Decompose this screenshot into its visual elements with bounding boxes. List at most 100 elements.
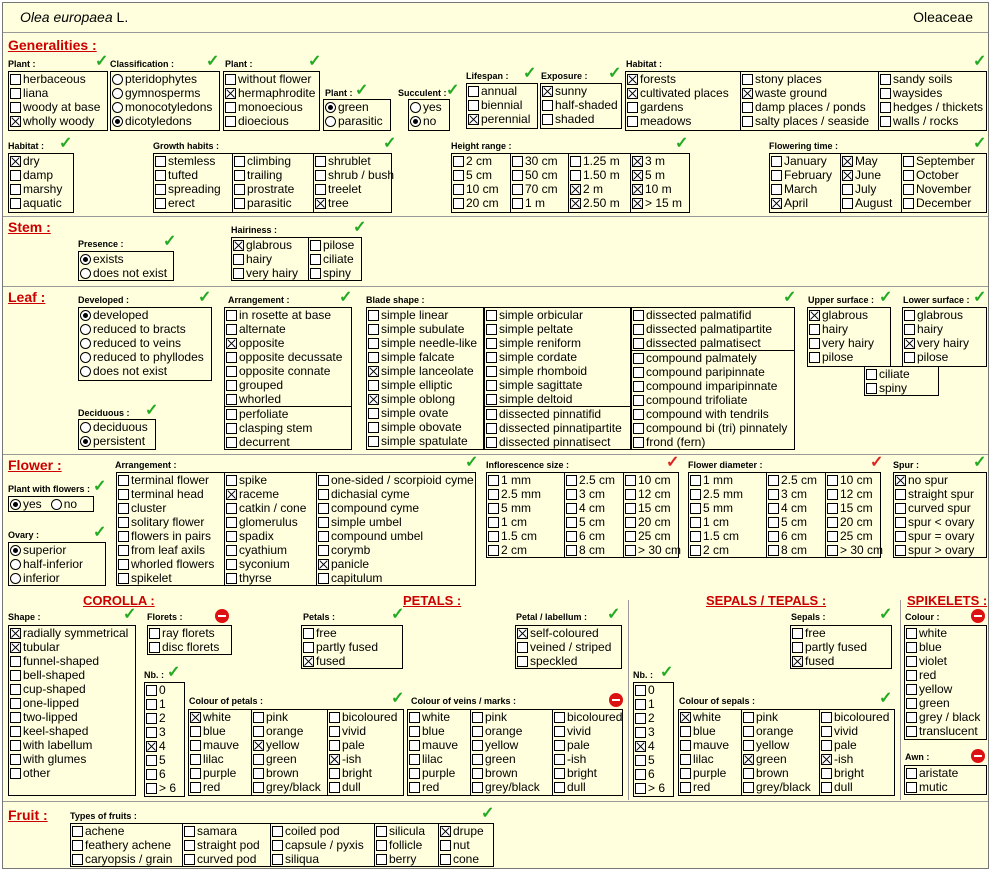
checkbox[interactable]: [10, 712, 21, 723]
option-dull[interactable]: dull: [553, 780, 628, 794]
checkbox[interactable]: [318, 517, 329, 528]
checkbox[interactable]: [315, 170, 326, 181]
option-compound-imparipinnate[interactable]: compound imparipinnate: [632, 379, 794, 393]
radio-button[interactable]: [80, 422, 91, 433]
option-sunny[interactable]: sunny: [541, 84, 621, 98]
option-corymb[interactable]: corymb: [317, 543, 477, 557]
option-compound-trifoliate[interactable]: compound trifoliate: [632, 393, 794, 407]
checkbox[interactable]: [329, 726, 340, 737]
option-ray-florets[interactable]: ray florets: [148, 626, 231, 640]
option-green[interactable]: green: [324, 100, 390, 114]
option-perfoliate[interactable]: perfoliate: [225, 407, 351, 421]
checkbox[interactable]: [627, 116, 638, 127]
radio-button[interactable]: [112, 74, 123, 85]
checkbox[interactable]: [440, 840, 451, 851]
option-june[interactable]: June: [841, 168, 901, 182]
checkbox[interactable]: [906, 670, 917, 681]
checkbox[interactable]: [512, 198, 523, 209]
checkbox[interactable]: [155, 184, 166, 195]
option-thyrse[interactable]: thyrse: [225, 571, 316, 585]
checkbox[interactable]: [310, 240, 321, 251]
option-mauve[interactable]: mauve: [408, 738, 470, 752]
checkbox[interactable]: [632, 170, 643, 181]
option-violet[interactable]: violet: [905, 654, 986, 668]
option-pink[interactable]: pink: [471, 710, 552, 724]
checkbox[interactable]: [827, 517, 838, 528]
option-salty-places-seaside[interactable]: salty places / seaside: [741, 114, 878, 128]
checkbox[interactable]: [488, 517, 499, 528]
checkbox[interactable]: [318, 475, 329, 486]
checkbox[interactable]: [234, 170, 245, 181]
radio-button[interactable]: [10, 559, 21, 570]
checkbox[interactable]: [771, 156, 782, 167]
checkbox[interactable]: [329, 754, 340, 765]
checkbox[interactable]: [146, 713, 157, 724]
option-1-mm[interactable]: 1 mm: [689, 473, 766, 487]
option-3-cm[interactable]: 3 cm: [565, 487, 623, 501]
option-monoecious[interactable]: monoecious: [224, 100, 319, 114]
option-does-not-exist[interactable]: does not exist: [79, 266, 173, 280]
option-deciduous[interactable]: deciduous: [79, 420, 155, 434]
option-december[interactable]: December: [902, 196, 988, 210]
option-compound-paripinnate[interactable]: compound paripinnate: [632, 365, 794, 379]
option-6-cm[interactable]: 6 cm: [767, 529, 825, 543]
checkbox[interactable]: [409, 726, 420, 737]
option-blue[interactable]: blue: [189, 724, 251, 738]
checkbox[interactable]: [10, 684, 21, 695]
option-grouped[interactable]: grouped: [225, 378, 351, 392]
option-simple-needle-like[interactable]: simple needle-like: [367, 336, 483, 350]
option-cup-shaped[interactable]: cup-shaped: [9, 682, 135, 696]
checkbox[interactable]: [272, 854, 283, 865]
option-2-cm[interactable]: 2 cm: [452, 154, 510, 168]
option-spike[interactable]: spike: [225, 473, 316, 487]
checkbox[interactable]: [72, 826, 83, 837]
radio-button[interactable]: [10, 499, 21, 510]
checkbox[interactable]: [146, 741, 157, 752]
checkbox[interactable]: [253, 726, 264, 737]
option-2-5-cm[interactable]: 2.5 cm: [565, 473, 623, 487]
option-red[interactable]: red: [408, 780, 470, 794]
checkbox[interactable]: [118, 573, 129, 584]
checkbox[interactable]: [310, 268, 321, 279]
option-simple-obovate[interactable]: simple obovate: [367, 420, 483, 434]
checkbox[interactable]: [368, 436, 379, 447]
checkbox[interactable]: [627, 88, 638, 99]
checkbox[interactable]: [225, 74, 236, 85]
option-red[interactable]: red: [679, 780, 741, 794]
option-simple-sagittate[interactable]: simple sagittate: [485, 378, 630, 392]
checkbox[interactable]: [809, 352, 820, 363]
radio-button[interactable]: [80, 254, 91, 265]
option-clasping-stem[interactable]: clasping stem: [225, 421, 351, 435]
option-simple-ovate[interactable]: simple ovate: [367, 406, 483, 420]
option-20-cm[interactable]: 20 cm: [624, 515, 680, 529]
checkbox[interactable]: [742, 116, 753, 127]
checkbox[interactable]: [10, 656, 21, 667]
checkbox[interactable]: [486, 394, 497, 405]
checkbox[interactable]: [234, 198, 245, 209]
checkbox[interactable]: [272, 840, 283, 851]
option-hairy[interactable]: hairy: [903, 322, 986, 336]
option-5-mm[interactable]: 5 mm: [689, 501, 766, 515]
checkbox[interactable]: [118, 559, 129, 570]
option-september[interactable]: September: [902, 154, 988, 168]
checkbox[interactable]: [272, 826, 283, 837]
checkbox[interactable]: [512, 156, 523, 167]
checkbox[interactable]: [904, 352, 915, 363]
checkbox[interactable]: [472, 726, 483, 737]
option-simple-falcate[interactable]: simple falcate: [367, 350, 483, 364]
checkbox[interactable]: [184, 826, 195, 837]
option-12-cm[interactable]: 12 cm: [826, 487, 882, 501]
option-gardens[interactable]: gardens: [626, 100, 740, 114]
option-stemless[interactable]: stemless: [154, 154, 232, 168]
option-superior[interactable]: superior: [9, 543, 105, 557]
checkbox[interactable]: [809, 338, 820, 349]
option-yellow[interactable]: yellow: [742, 738, 819, 752]
option-ish[interactable]: -ish: [553, 752, 628, 766]
option-january[interactable]: January: [770, 154, 840, 168]
checkbox[interactable]: [409, 768, 420, 779]
checkbox[interactable]: [10, 88, 21, 99]
checkbox[interactable]: [903, 184, 914, 195]
option-treelet[interactable]: treelet: [314, 182, 393, 196]
checkbox[interactable]: [146, 699, 157, 710]
option-nut[interactable]: nut: [439, 838, 494, 852]
